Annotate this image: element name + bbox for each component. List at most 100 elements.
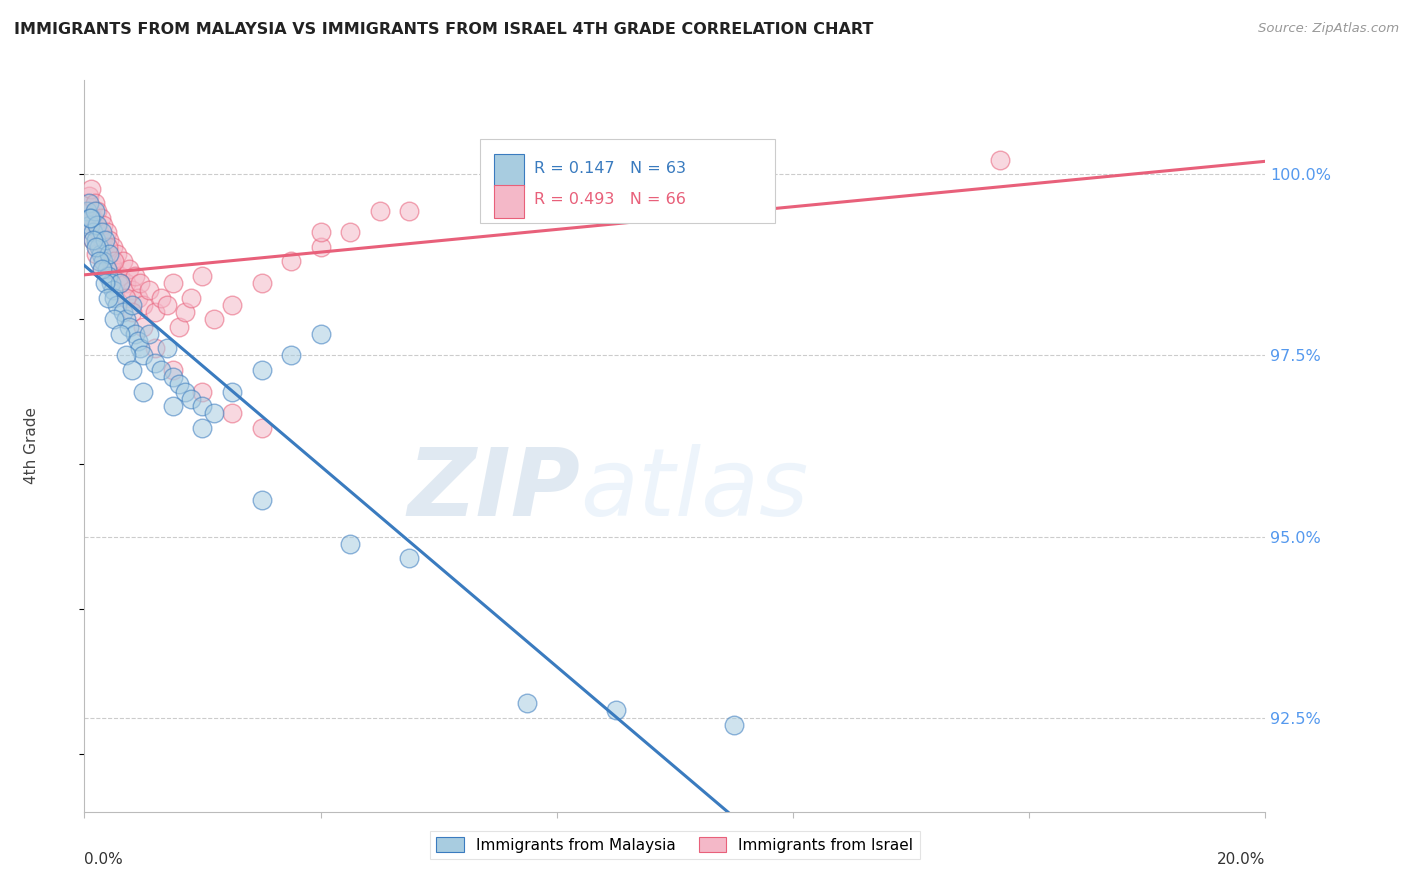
Text: R = 0.493   N = 66: R = 0.493 N = 66: [534, 192, 686, 207]
Point: [129, 276, 152, 290]
Point: [89, 225, 111, 239]
Point: [89, 240, 111, 254]
Point: [86, 203, 108, 218]
Point: [77, 196, 100, 211]
Point: [250, 363, 273, 377]
Point: [150, 291, 173, 305]
Point: [129, 341, 152, 355]
Text: R = 0.147   N = 63: R = 0.147 N = 63: [534, 161, 686, 176]
Point: [84, 196, 107, 211]
Point: [118, 319, 141, 334]
Point: [723, 718, 745, 732]
Point: [156, 298, 179, 312]
Point: [114, 312, 136, 326]
Point: [162, 276, 184, 290]
Point: [162, 399, 184, 413]
Point: [180, 392, 202, 406]
Point: [111, 254, 134, 268]
Point: [101, 240, 124, 254]
Point: [79, 218, 101, 232]
Point: [103, 254, 125, 268]
Point: [94, 276, 117, 290]
Point: [988, 153, 1011, 167]
Bar: [479, 139, 775, 223]
Point: [486, 189, 509, 203]
Point: [309, 326, 332, 341]
Point: [121, 283, 143, 297]
Point: [143, 341, 166, 355]
Point: [79, 218, 101, 232]
Point: [398, 203, 420, 218]
Point: [91, 261, 114, 276]
Point: [105, 247, 128, 261]
Point: [143, 356, 166, 370]
Point: [250, 276, 273, 290]
Point: [173, 305, 195, 319]
Point: [114, 276, 136, 290]
Point: [91, 254, 114, 268]
Point: [143, 305, 166, 319]
Point: [167, 319, 190, 334]
Point: [191, 268, 214, 283]
Point: [84, 247, 107, 261]
Point: [127, 334, 149, 348]
Point: [84, 218, 107, 232]
Point: [162, 370, 184, 384]
Point: [605, 703, 627, 717]
Point: [97, 247, 120, 261]
Point: [132, 349, 155, 363]
Point: [221, 406, 243, 420]
Point: [221, 384, 243, 399]
Point: [191, 421, 214, 435]
Point: [124, 268, 146, 283]
Point: [97, 268, 120, 283]
Point: [250, 421, 273, 435]
Point: [156, 341, 179, 355]
Point: [82, 211, 104, 225]
Point: [103, 312, 125, 326]
Point: [368, 203, 391, 218]
Point: [84, 203, 107, 218]
Point: [309, 225, 332, 239]
Text: atlas: atlas: [581, 444, 808, 535]
Point: [82, 225, 104, 239]
Point: [91, 225, 114, 239]
Point: [250, 493, 273, 508]
Point: [84, 233, 107, 247]
Point: [114, 291, 136, 305]
Point: [84, 240, 107, 254]
Point: [398, 551, 420, 566]
Point: [90, 247, 112, 261]
Point: [121, 305, 143, 319]
Point: [162, 363, 184, 377]
Point: [89, 254, 111, 268]
Point: [111, 305, 134, 319]
Point: [80, 182, 103, 196]
Point: [191, 399, 214, 413]
Point: [98, 233, 121, 247]
Point: [339, 225, 361, 239]
Bar: [494, 186, 523, 219]
Point: [76, 196, 98, 211]
Point: [76, 203, 98, 218]
Point: [108, 276, 131, 290]
Point: [114, 349, 136, 363]
Point: [98, 247, 121, 261]
Point: [91, 261, 114, 276]
Point: [108, 326, 131, 341]
Text: Source: ZipAtlas.com: Source: ZipAtlas.com: [1258, 22, 1399, 36]
Point: [132, 384, 155, 399]
Point: [91, 233, 114, 247]
Point: [91, 218, 114, 232]
Point: [121, 363, 143, 377]
Point: [100, 254, 122, 268]
Point: [82, 233, 104, 247]
Point: [97, 291, 120, 305]
Point: [280, 254, 302, 268]
Point: [127, 291, 149, 305]
Point: [90, 211, 112, 225]
Point: [101, 283, 124, 297]
Point: [664, 160, 686, 174]
Point: [96, 261, 118, 276]
Point: [80, 211, 103, 225]
